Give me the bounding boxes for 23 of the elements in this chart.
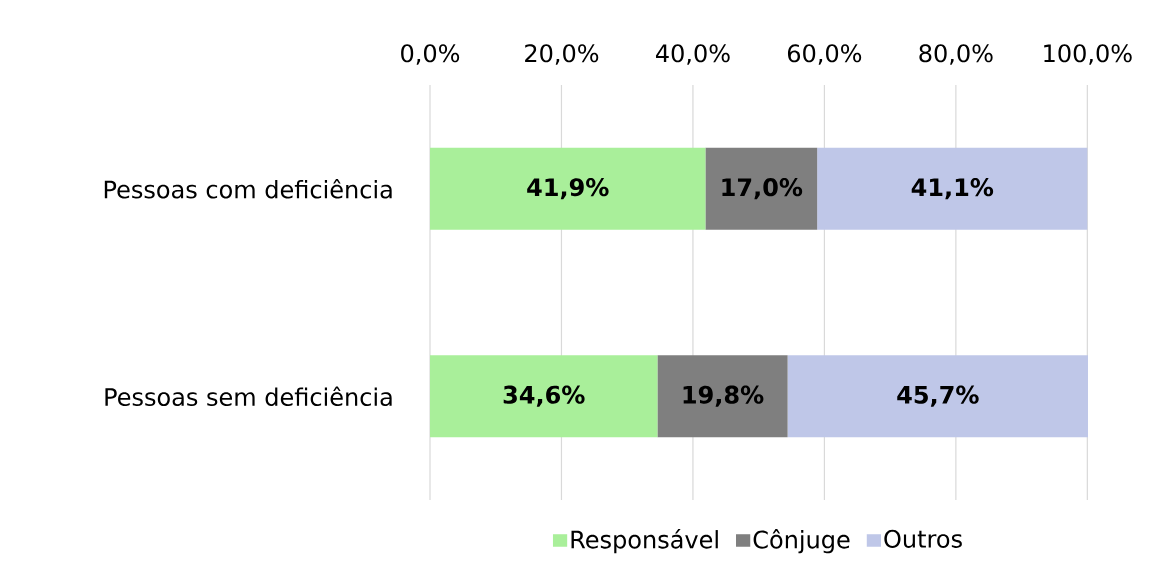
bar bbox=[817, 147, 1088, 230]
x-tick-label: 20,0% bbox=[525, 44, 599, 65]
legend-label: Responsável bbox=[571, 529, 718, 554]
bar bbox=[705, 147, 818, 230]
legend-label: Cônjuge bbox=[753, 529, 850, 554]
legend-label: Outros bbox=[884, 529, 962, 548]
data-label: 45,7% bbox=[897, 385, 979, 407]
y-tick-label: Pessoas com deficiência bbox=[104, 178, 392, 199]
bar bbox=[657, 355, 788, 438]
bar bbox=[430, 355, 658, 438]
x-tick-label: 60,0% bbox=[787, 44, 862, 65]
data-label: 17,0% bbox=[722, 178, 803, 200]
x-tick-label: 80,0% bbox=[919, 44, 993, 65]
bar bbox=[430, 147, 706, 230]
data-label: 19,8% bbox=[683, 385, 764, 407]
x-tick-label: 100,0% bbox=[1044, 44, 1132, 65]
x-tick-label: 40,0% bbox=[655, 44, 730, 65]
data-label: 34,6% bbox=[503, 385, 585, 407]
bar bbox=[787, 355, 1088, 438]
y-tick-label: Pessoas sem deficiência bbox=[105, 386, 392, 407]
x-tick-label: 0,0% bbox=[401, 44, 460, 65]
data-label: 41,9% bbox=[527, 178, 609, 200]
data-label: 41,1% bbox=[911, 178, 994, 200]
